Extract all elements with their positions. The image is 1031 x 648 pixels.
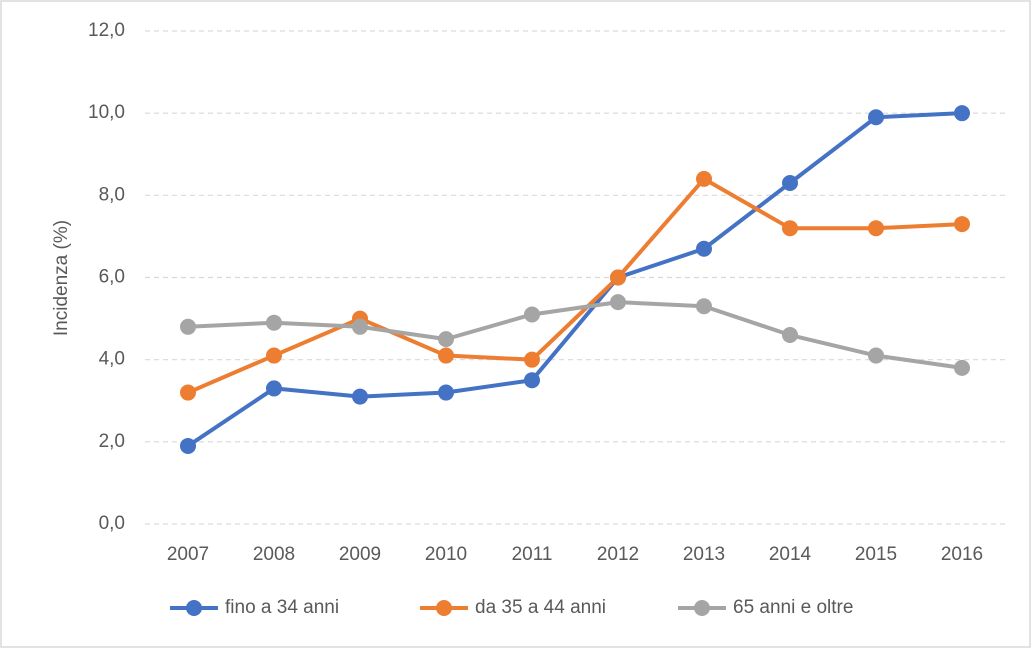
x-tick-label: 2014 <box>769 544 812 565</box>
data-point <box>352 388 368 405</box>
data-point <box>180 318 196 335</box>
data-point <box>352 318 368 335</box>
data-point <box>524 306 540 323</box>
data-point <box>266 347 282 364</box>
data-point <box>868 347 884 364</box>
data-point <box>696 240 712 257</box>
x-tick-label: 2009 <box>339 544 381 565</box>
data-point <box>868 220 884 237</box>
data-point <box>610 269 626 286</box>
data-point <box>180 437 196 454</box>
data-point <box>266 314 282 331</box>
legend-label: 65 anni e oltre <box>733 597 853 618</box>
data-point <box>438 347 454 364</box>
y-tick-label: 4,0 <box>99 349 125 370</box>
data-point <box>696 298 712 315</box>
data-point <box>266 380 282 397</box>
legend-label: da 35 a 44 anni <box>475 597 606 618</box>
x-tick-label: 2008 <box>253 544 295 565</box>
data-point <box>438 331 454 348</box>
data-point <box>524 372 540 389</box>
series-line <box>187 176 963 395</box>
x-tick-label: 2016 <box>941 544 983 565</box>
y-tick-label: 10,0 <box>88 102 125 123</box>
legend-marker <box>186 600 202 616</box>
y-tick-label: 12,0 <box>88 20 125 41</box>
y-axis-label: Incidenza (%) <box>51 220 72 336</box>
x-tick-label: 2012 <box>597 544 639 565</box>
data-point <box>954 359 970 376</box>
data-point <box>782 327 798 344</box>
data-point <box>868 109 884 126</box>
data-point <box>782 175 798 192</box>
data-point <box>954 216 970 233</box>
x-tick-label: 2011 <box>512 544 553 565</box>
x-tick-label: 2010 <box>425 544 467 565</box>
data-point <box>954 105 970 122</box>
data-point <box>180 384 196 401</box>
data-point <box>610 294 626 311</box>
y-tick-label: 8,0 <box>99 184 125 205</box>
legend-marker <box>436 600 452 616</box>
x-tick-label: 2013 <box>683 544 725 565</box>
series-line <box>186 111 963 448</box>
legend-label: fino a 34 anni <box>225 597 339 618</box>
y-tick-label: 2,0 <box>99 431 125 452</box>
x-tick-label: 2007 <box>167 544 209 565</box>
series-line <box>187 300 963 370</box>
data-point <box>438 384 454 401</box>
y-tick-label: 0,0 <box>99 513 125 534</box>
data-point <box>524 351 540 368</box>
data-point <box>782 220 798 237</box>
legend-marker <box>694 600 710 616</box>
x-tick-label: 2015 <box>855 544 897 565</box>
data-point <box>696 170 712 187</box>
y-tick-label: 6,0 <box>99 267 125 288</box>
